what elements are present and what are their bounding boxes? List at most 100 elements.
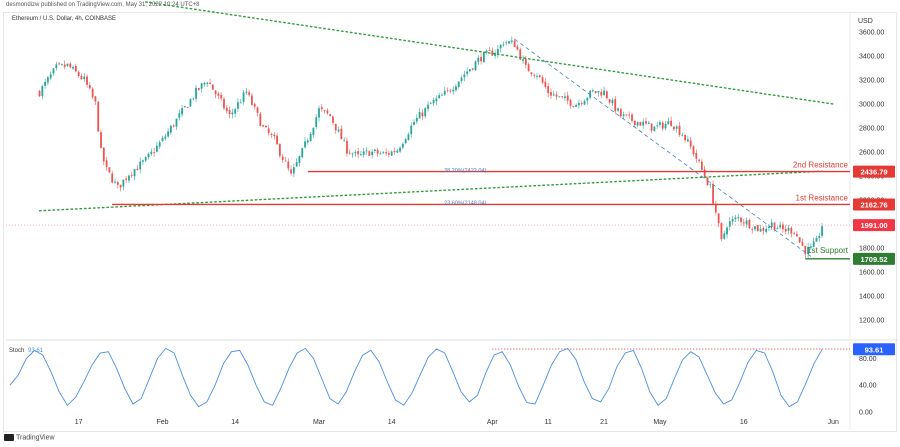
candle-body — [505, 42, 508, 44]
candle-body — [158, 142, 161, 147]
candle-body — [723, 233, 726, 239]
candle-body — [334, 123, 337, 131]
candle-body — [807, 246, 809, 255]
candle-body — [670, 120, 673, 126]
candle-body — [172, 125, 175, 127]
candle-body — [259, 113, 262, 127]
candle-body — [572, 105, 575, 107]
currency-label: USD — [858, 18, 873, 25]
candle-body — [245, 91, 248, 93]
candle-body — [376, 150, 379, 154]
candle-body — [281, 156, 284, 161]
candle-body — [745, 220, 748, 225]
candle-body — [58, 63, 60, 65]
candle-body — [102, 147, 105, 162]
candle-body — [541, 77, 544, 83]
candle-body — [242, 92, 245, 102]
candle-body — [292, 167, 295, 174]
candle-body — [217, 93, 220, 96]
candle-body — [773, 222, 776, 230]
candle-body — [122, 179, 125, 187]
candle-body — [536, 76, 538, 77]
candle-body — [343, 139, 346, 141]
x-tick-label: Jun — [828, 419, 839, 426]
candle-body — [578, 102, 580, 106]
candle-body — [72, 66, 74, 69]
candle-body — [379, 153, 382, 155]
candle-body — [161, 137, 164, 142]
candle-body — [97, 101, 100, 132]
candle-body — [262, 125, 265, 127]
candle-body — [687, 139, 689, 142]
candle-body — [605, 91, 608, 99]
candle-body — [818, 235, 821, 238]
candle-body — [47, 77, 49, 83]
stoch-y-tick-label: 0.00 — [859, 410, 873, 417]
candle-body — [502, 44, 505, 46]
candle-body — [591, 90, 594, 92]
candle-body — [664, 123, 667, 129]
candle-body — [594, 91, 597, 93]
candle-body — [611, 100, 614, 104]
candle-body — [569, 99, 572, 106]
candle-body — [100, 132, 102, 148]
candle-body — [441, 94, 443, 96]
candle-body — [790, 227, 793, 234]
y-tick-label: 3400.00 — [859, 54, 884, 61]
candle-body — [362, 151, 365, 155]
candle-body — [653, 126, 656, 132]
candle-body — [754, 226, 756, 230]
y-tick-label: 3200.00 — [859, 78, 884, 85]
candle-body — [798, 237, 801, 243]
fib-label: 23.60%(2148.04) — [444, 201, 486, 207]
candle-body — [278, 144, 281, 156]
candle-body — [510, 40, 513, 42]
candle-body — [114, 181, 116, 183]
candle-body — [178, 113, 181, 118]
candle-body — [496, 48, 499, 54]
candle-body — [748, 219, 751, 229]
candle-body — [787, 227, 790, 231]
candle-body — [399, 147, 401, 152]
candle-body — [776, 228, 779, 230]
candle-body — [354, 151, 357, 154]
candle-body — [499, 44, 502, 49]
candle-body — [519, 49, 522, 60]
y-tick-label: 3000.00 — [859, 102, 884, 109]
candle-body — [731, 219, 734, 222]
candle-body — [782, 224, 784, 230]
candle-body — [393, 151, 396, 153]
candle-body — [337, 129, 340, 132]
candle-body — [206, 82, 209, 84]
candle-body — [619, 108, 622, 117]
candle-body — [734, 217, 737, 219]
candle-body — [759, 228, 762, 232]
candle-body — [214, 90, 217, 95]
y-tick-label: 1200.00 — [859, 318, 884, 325]
candle-body — [80, 75, 83, 80]
candle-body — [639, 122, 642, 126]
y-tick-label: 1800.00 — [859, 246, 884, 253]
candle-body — [63, 64, 66, 67]
candle-body — [284, 160, 287, 162]
candle-body — [306, 140, 309, 143]
candle-body — [251, 95, 253, 105]
candle-body — [603, 90, 605, 96]
footer-brand[interactable]: TradingView — [4, 434, 55, 441]
candle-body — [530, 72, 533, 75]
candle-body — [466, 71, 469, 74]
channel-trendline — [514, 38, 812, 257]
candle-body — [770, 222, 773, 227]
stoch-y-tick-label: 40.00 — [859, 383, 877, 390]
candle-body — [821, 226, 823, 236]
candle-body — [480, 57, 482, 62]
candle-body — [432, 100, 435, 104]
candle-body — [762, 227, 765, 231]
candle-body — [656, 125, 659, 127]
candle-body — [580, 103, 583, 104]
candle-body — [318, 108, 320, 118]
candle-body — [544, 81, 547, 88]
candle-body — [320, 107, 323, 110]
candle-body — [633, 120, 636, 126]
